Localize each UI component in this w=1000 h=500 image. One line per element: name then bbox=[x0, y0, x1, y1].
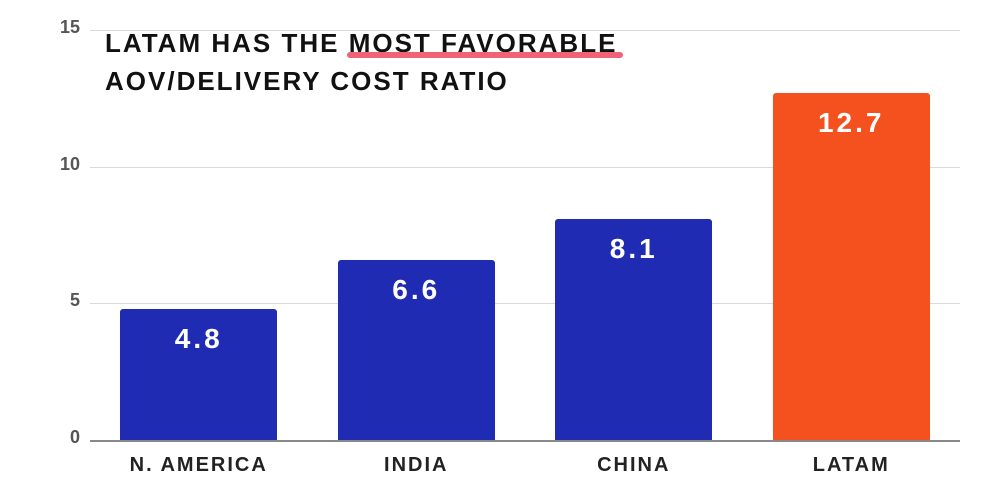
chart-title-line2: AOV/DELIVERY COST RATIO bbox=[105, 66, 509, 97]
y-tick-label: 10 bbox=[40, 154, 80, 175]
title-underline bbox=[347, 52, 624, 58]
bar-value-label: 6.6 bbox=[338, 274, 495, 306]
bar bbox=[773, 93, 930, 440]
category-label: LATAM bbox=[743, 454, 961, 477]
chart-stage: 0 5 10 15 4.8 N. AMERICA 6.6 INDIA 8.1 CHINA 12.7 L… bbox=[0, 0, 1000, 500]
y-tick-label: 15 bbox=[40, 17, 80, 38]
bar-value-label: 12.7 bbox=[773, 107, 930, 139]
bar-value-label: 4.8 bbox=[120, 323, 277, 355]
x-axis-line bbox=[90, 440, 960, 442]
category-label: INDIA bbox=[308, 454, 526, 477]
category-label: CHINA bbox=[525, 454, 743, 477]
bar-value-label: 8.1 bbox=[555, 233, 712, 265]
y-tick-label: 5 bbox=[40, 290, 80, 311]
title-pre: LATAM HAS THE bbox=[105, 28, 349, 58]
category-label: N. AMERICA bbox=[90, 454, 308, 477]
y-tick-label: 0 bbox=[40, 427, 80, 448]
